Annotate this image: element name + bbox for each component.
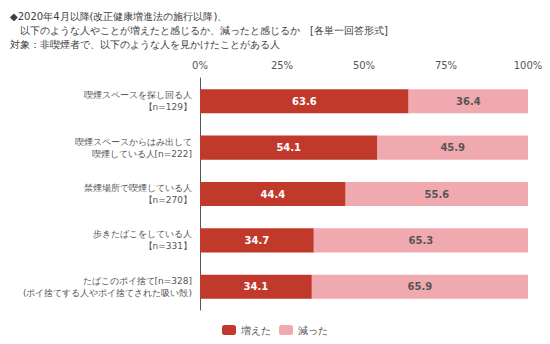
svg-text:75%: 75% <box>435 60 457 71</box>
svg-text:100%: 100% <box>514 60 543 71</box>
svg-text:禁煙場所で喫煙している人: 禁煙場所で喫煙している人 <box>84 183 192 193</box>
svg-text:54.1: 54.1 <box>276 142 301 153</box>
svg-text:65.9: 65.9 <box>408 281 433 292</box>
svg-text:【n=270】: 【n=270】 <box>144 195 192 205</box>
svg-text:減った: 減った <box>298 325 328 336</box>
svg-text:喫煙スペースからはみ出して: 喫煙スペースからはみ出して <box>75 137 192 147</box>
svg-text:50%: 50% <box>353 60 375 71</box>
svg-text:45.9: 45.9 <box>440 142 465 153</box>
svg-text:44.4: 44.4 <box>260 189 285 200</box>
svg-text:以下のような人やことが増えたと感じるか、減ったと感じるか [: 以下のような人やことが増えたと感じるか、減ったと感じるか [各単一回答形式] <box>10 25 388 36</box>
svg-text:◆2020年4月以降(改正健康増進法の施行以降)、: ◆2020年4月以降(改正健康増進法の施行以降)、 <box>10 11 227 22</box>
svg-text:25%: 25% <box>271 60 293 71</box>
svg-text:対象：非喫煙者で、以下のような人を見かけたことがある人: 対象：非喫煙者で、以下のような人を見かけたことがある人 <box>10 39 280 50</box>
svg-text:55.6: 55.6 <box>424 189 449 200</box>
svg-text:【n=129】: 【n=129】 <box>144 102 192 112</box>
svg-text:歩きたばこをしている人: 歩きたばこをしている人 <box>93 229 192 239</box>
svg-text:増えた: 増えた <box>240 325 271 336</box>
svg-text:喫煙している人[n=222]: 喫煙している人[n=222] <box>92 149 192 159</box>
svg-text:【n=331】: 【n=331】 <box>144 241 192 251</box>
svg-text:(ポイ捨てする人やポイ捨てされた吸い殻): (ポイ捨てする人やポイ捨てされた吸い殻) <box>23 288 192 298</box>
svg-text:65.3: 65.3 <box>409 235 434 246</box>
svg-text:34.1: 34.1 <box>244 281 269 292</box>
svg-text:0%: 0% <box>192 60 208 71</box>
svg-text:たばこのポイ捨て[n=328]: たばこのポイ捨て[n=328] <box>83 276 192 286</box>
svg-text:喫煙スペースを探し回る人: 喫煙スペースを探し回る人 <box>84 90 192 100</box>
svg-text:36.4: 36.4 <box>456 96 481 107</box>
svg-text:34.7: 34.7 <box>245 235 270 246</box>
svg-text:63.6: 63.6 <box>292 96 317 107</box>
